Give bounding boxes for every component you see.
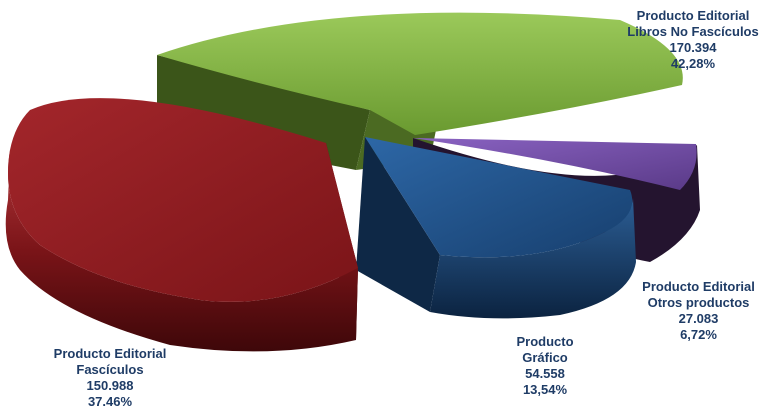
slice-libros-no-fasciculos-top <box>157 12 683 135</box>
label-percent: 42,28% <box>670 56 716 71</box>
label-fasciculos: Producto Editorial Fascículos 150.988 37… <box>30 346 190 410</box>
label-line: Producto Editorial <box>53 346 167 361</box>
label-libros-no-fasciculos: Producto Editorial Libros No Fascículos … <box>598 8 781 72</box>
slice-producto-grafico-top <box>365 137 633 258</box>
label-line: Otros productos <box>647 295 750 310</box>
label-percent: 6,72% <box>680 327 717 342</box>
label-line: Fascículos <box>76 362 144 377</box>
label-producto-grafico: Producto Gráfico 54.558 13,54% <box>490 334 600 398</box>
label-percent: 13,54% <box>522 382 568 397</box>
slice-producto-grafico-side <box>430 198 636 319</box>
label-value: 170.394 <box>669 40 717 55</box>
slice-fasciculos <box>5 98 358 352</box>
slice-producto-grafico <box>356 137 636 319</box>
label-value: 54.558 <box>525 366 565 381</box>
label-line: Producto Editorial <box>642 279 755 294</box>
slice-fasciculos-side <box>5 150 358 352</box>
slice-fasciculos-top <box>8 98 358 302</box>
label-value: 27.083 <box>678 311 719 326</box>
label-value: 150.988 <box>86 378 134 393</box>
slice-otros-productos-top <box>413 138 697 190</box>
label-percent: 37.46% <box>87 394 133 409</box>
label-line: Gráfico <box>522 350 568 365</box>
slice-producto-grafico-left <box>356 137 440 312</box>
label-otros-productos: Producto Editorial Otros productos 27.08… <box>616 279 781 343</box>
label-line: Producto <box>516 334 574 349</box>
label-line: Producto Editorial <box>636 8 750 23</box>
label-line: Libros No Fascículos <box>627 24 759 39</box>
